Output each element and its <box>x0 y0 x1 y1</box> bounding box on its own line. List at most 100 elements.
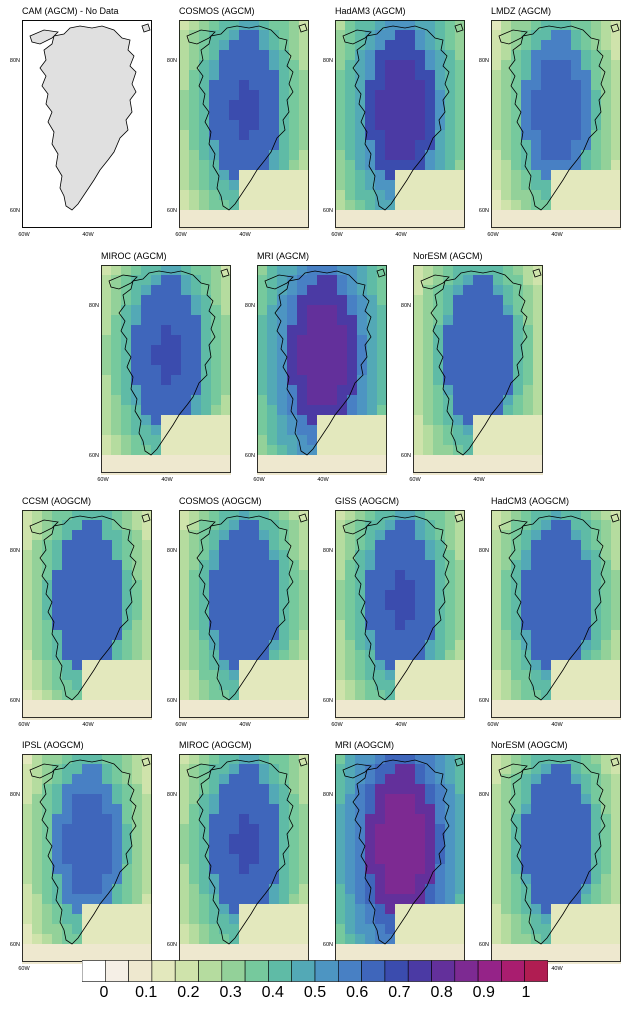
field-cell <box>385 774 395 784</box>
field-cell <box>395 180 405 190</box>
field-cell <box>72 924 82 934</box>
field-cell <box>269 520 279 530</box>
field-cell <box>523 285 533 295</box>
field-cell <box>249 640 259 650</box>
field-cell <box>335 934 345 944</box>
field-cell <box>142 510 152 520</box>
field-cell <box>521 670 531 680</box>
field-cell <box>541 550 551 560</box>
field-cell <box>102 834 112 844</box>
field-cell <box>299 50 309 60</box>
field-cell <box>491 764 501 774</box>
field-cell <box>131 425 141 435</box>
field-cell <box>531 140 541 150</box>
field-cell <box>289 884 299 894</box>
field-cell <box>209 904 219 914</box>
map-panel: NorESM (AGCM) 80N 60N 60W 40W <box>401 251 543 483</box>
field-cell <box>257 425 267 435</box>
field-cell <box>435 914 445 924</box>
field-cell <box>279 40 289 50</box>
field-cell <box>132 914 142 924</box>
field-cell <box>357 415 367 425</box>
field-cell <box>22 540 32 550</box>
field-cell <box>141 375 151 385</box>
field-cell <box>219 170 229 180</box>
field-cell <box>571 934 581 944</box>
field-cell <box>395 210 405 220</box>
field-cell <box>601 784 611 794</box>
field-cell <box>239 570 249 580</box>
field-cell <box>455 90 465 100</box>
field-cell <box>299 190 309 200</box>
field-cell <box>62 580 72 590</box>
field-cell <box>455 914 465 924</box>
field-cell <box>581 170 591 180</box>
field-cell <box>405 854 415 864</box>
field-cell <box>62 610 72 620</box>
field-cell <box>345 190 355 200</box>
field-cell <box>219 904 229 914</box>
field-cell <box>317 395 327 405</box>
field-cell <box>201 355 211 365</box>
field-cell <box>191 335 201 345</box>
field-cell <box>229 904 239 914</box>
field-cell <box>327 455 337 465</box>
lon-tick-label: 60W <box>175 232 187 238</box>
field-cell <box>375 210 385 220</box>
field-cell <box>531 904 541 914</box>
field-cell <box>249 794 259 804</box>
field-cell <box>601 774 611 784</box>
field-cell <box>249 550 259 560</box>
field-cell <box>181 265 191 275</box>
colorbar-tick-label: 0.6 <box>346 984 369 1001</box>
field-cell <box>445 220 455 230</box>
field-cell <box>365 814 375 824</box>
field-cell <box>191 355 201 365</box>
field-cell <box>199 520 209 530</box>
field-cell <box>239 560 249 570</box>
field-cell <box>455 650 465 660</box>
field-cell <box>493 275 503 285</box>
field-cell <box>395 90 405 100</box>
field-cell <box>581 590 591 600</box>
field-cell <box>259 764 269 774</box>
field-cell <box>142 954 152 964</box>
field-cell <box>425 90 435 100</box>
map-panel: GISS (AOGCM) 80N 60N 60W 40W <box>323 496 465 728</box>
field-cell <box>541 30 551 40</box>
field-cell <box>42 844 52 854</box>
field-cell <box>491 710 501 720</box>
field-cell <box>491 30 501 40</box>
field-cell <box>513 455 523 465</box>
field-cell <box>141 405 151 415</box>
field-cell <box>102 540 112 550</box>
field-cell <box>239 50 249 60</box>
field-cell <box>415 754 425 764</box>
field-cell <box>611 944 621 954</box>
field-cell <box>435 40 445 50</box>
field-cell <box>151 385 161 395</box>
field-cell <box>219 150 229 160</box>
field-cell <box>355 130 365 140</box>
field-cell <box>501 864 511 874</box>
field-cell <box>72 794 82 804</box>
field-cell <box>425 814 435 824</box>
field-cell <box>367 455 377 465</box>
field-cell <box>219 90 229 100</box>
field-cell <box>491 610 501 620</box>
field-cell <box>357 425 367 435</box>
field-cell <box>445 580 455 590</box>
field-cell <box>151 275 161 285</box>
field-cells <box>22 510 152 720</box>
field-cell <box>365 170 375 180</box>
field-cell <box>269 844 279 854</box>
field-cell <box>415 670 425 680</box>
field-cell <box>42 874 52 884</box>
field-cell <box>483 365 493 375</box>
field-cell <box>501 884 511 894</box>
lat-tick-label: 60N <box>479 208 489 214</box>
field-cell <box>229 30 239 40</box>
field-cell <box>219 914 229 924</box>
